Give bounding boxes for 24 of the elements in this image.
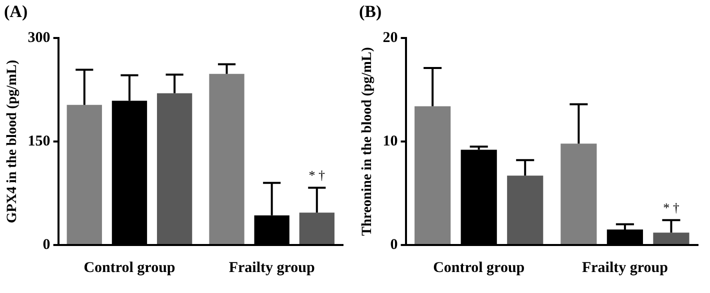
x-tick-label: Frailty group bbox=[228, 260, 315, 276]
chart-title: (B) bbox=[359, 2, 382, 22]
annotation: * † bbox=[308, 168, 326, 183]
y-axis-title: Threonine in the blood (pg/mL) bbox=[360, 46, 376, 236]
bar bbox=[507, 176, 544, 244]
annotation: * † bbox=[663, 200, 680, 216]
bar bbox=[299, 212, 334, 244]
bar bbox=[653, 232, 690, 244]
bar bbox=[414, 106, 451, 244]
y-axis-title: GPX4 in the blood (pg/mL) bbox=[5, 59, 20, 224]
chart-title: (A) bbox=[4, 2, 28, 22]
y-tick-label: 0 bbox=[42, 236, 50, 253]
bar bbox=[156, 93, 192, 244]
x-tick-label: Control group bbox=[84, 260, 176, 276]
x-tick-label: Control group bbox=[433, 260, 525, 276]
y-tick-label: 0 bbox=[390, 236, 398, 253]
y-tick-label: 150 bbox=[28, 133, 50, 150]
bar bbox=[66, 104, 102, 244]
x-tick-label: Frailty group bbox=[582, 260, 668, 276]
bar bbox=[560, 144, 597, 244]
y-tick-label: 20 bbox=[382, 30, 398, 46]
y-tick-label: 300 bbox=[28, 30, 50, 46]
y-tick-label: 10 bbox=[382, 133, 398, 150]
bar bbox=[209, 74, 244, 244]
